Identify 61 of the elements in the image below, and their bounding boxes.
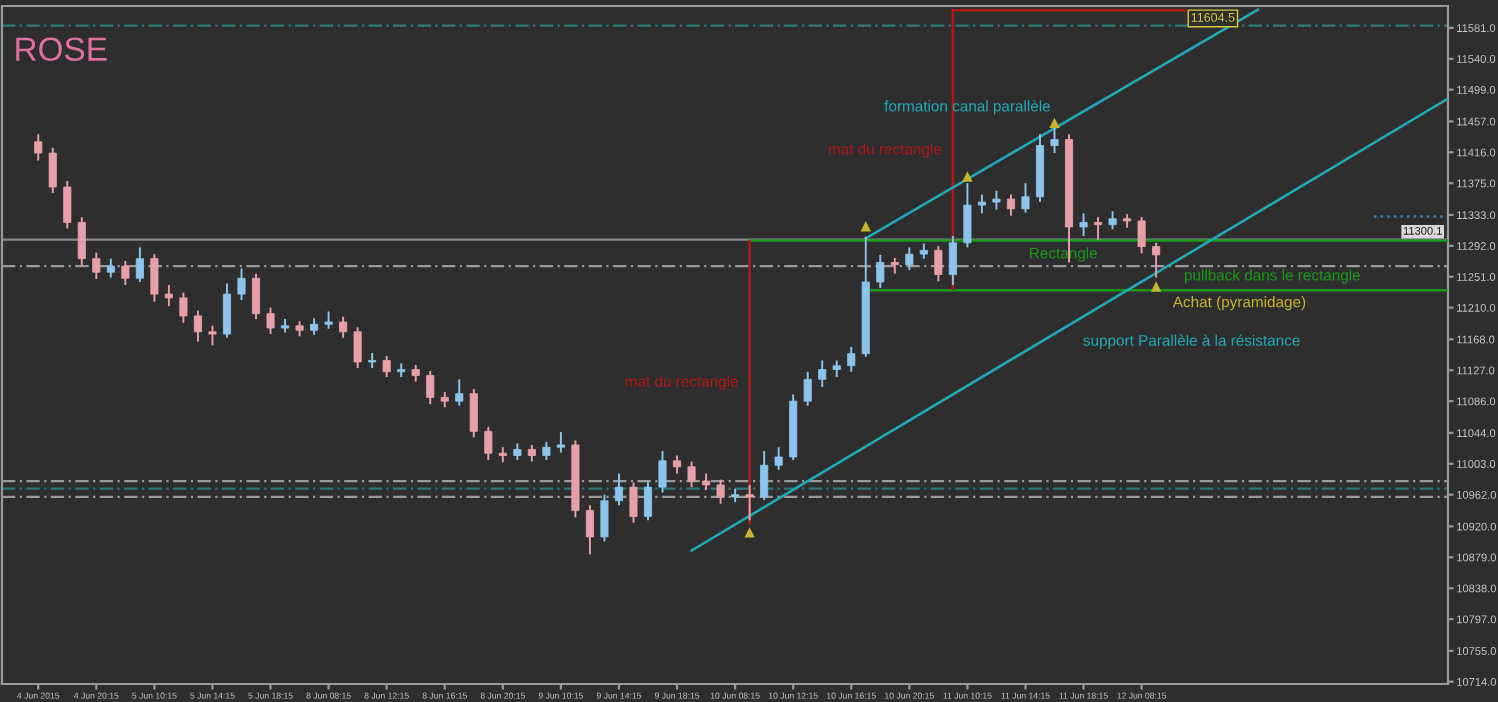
candlestick xyxy=(121,259,130,287)
candlestick xyxy=(658,449,667,494)
candlestick xyxy=(193,309,202,343)
candlestick xyxy=(629,481,638,524)
candlestick xyxy=(426,370,435,406)
candlestick xyxy=(63,180,72,230)
candlestick xyxy=(803,370,812,407)
candlestick xyxy=(266,306,275,336)
candlestick xyxy=(164,284,173,308)
candlestick xyxy=(251,272,261,320)
candlestick xyxy=(934,244,943,283)
candlestick xyxy=(208,324,217,347)
point xyxy=(1150,281,1162,292)
candlestick xyxy=(1079,212,1088,237)
text: ROSE xyxy=(16,37,107,61)
point xyxy=(1049,117,1060,129)
candlestick xyxy=(847,345,856,373)
point xyxy=(860,221,871,232)
point xyxy=(744,527,755,538)
candlestick xyxy=(1137,216,1146,255)
candlestick xyxy=(222,282,232,339)
candlestick xyxy=(643,480,653,522)
candlestick xyxy=(237,267,246,302)
candlestick xyxy=(774,446,783,471)
candlestick xyxy=(34,133,43,162)
candlestick xyxy=(905,246,914,271)
candlestick xyxy=(92,251,101,280)
candlestick xyxy=(585,504,594,556)
candlestick xyxy=(600,493,609,543)
candlestick xyxy=(745,483,754,522)
candlestick xyxy=(484,425,493,461)
candlestick xyxy=(1094,216,1103,241)
candlestick xyxy=(455,378,464,407)
candlestick xyxy=(992,189,1001,211)
candlestick xyxy=(716,478,725,505)
candlestick xyxy=(760,449,769,501)
candlestick xyxy=(876,253,885,290)
candlestick xyxy=(963,182,972,249)
candlestick xyxy=(106,257,115,279)
point xyxy=(962,171,973,182)
candlestick xyxy=(353,326,362,369)
candlestick xyxy=(614,472,624,507)
candlestick xyxy=(135,246,144,283)
candlestick xyxy=(1152,241,1161,279)
candlestick xyxy=(542,440,551,461)
candlestick xyxy=(672,454,682,475)
candlestick xyxy=(1108,210,1117,231)
candlestick xyxy=(948,235,957,287)
candlestick xyxy=(818,359,827,388)
candlestick xyxy=(1006,193,1015,217)
candlestick xyxy=(1021,182,1030,214)
candlestick xyxy=(48,146,57,194)
candlestick xyxy=(382,354,391,379)
candlestick xyxy=(556,431,565,454)
candlestick xyxy=(179,291,188,324)
candlestick xyxy=(339,315,348,339)
candlestick xyxy=(469,388,478,439)
candlestick xyxy=(687,460,696,489)
candlestick xyxy=(150,253,159,303)
candlestick xyxy=(977,193,986,215)
candlestick xyxy=(77,216,86,267)
